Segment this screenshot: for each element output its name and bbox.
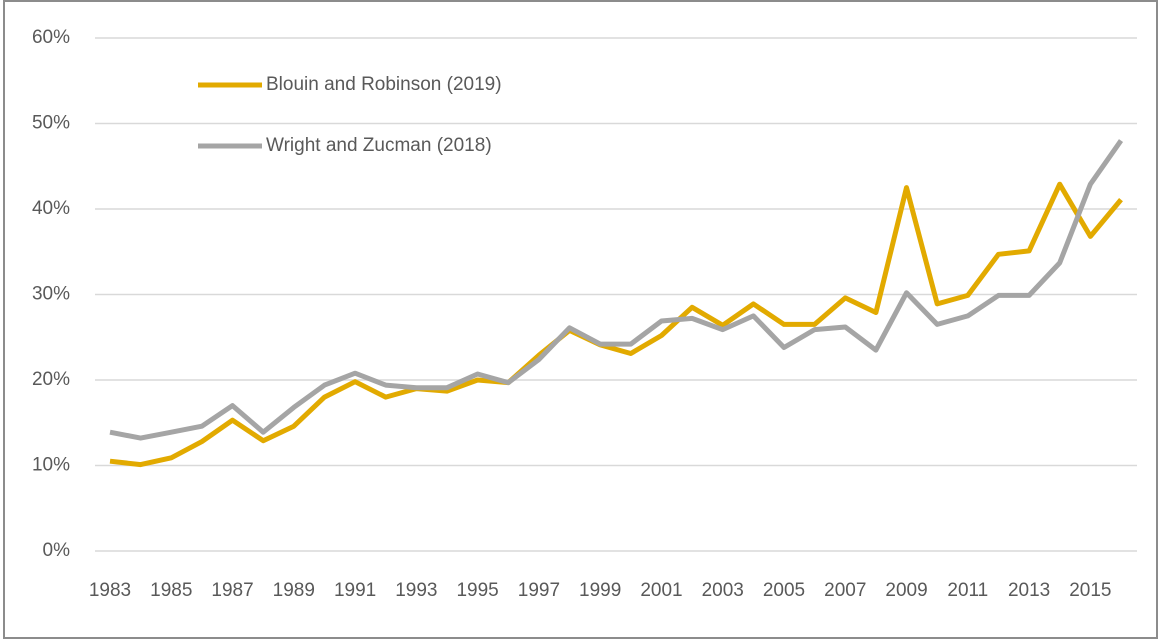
data-line [109,181,1123,468]
x-tick-label: 2005 [763,580,805,601]
x-tick-label: 2009 [885,580,927,601]
legend-label: Blouin and Robinson (2019) [266,74,502,95]
y-tick-label: 60% [32,27,70,48]
legend-label: Wright and Zucman (2018) [266,135,492,156]
x-tick-label: 1993 [395,580,437,601]
y-tick-label: 30% [32,284,70,305]
x-tick-label: 1987 [211,580,253,601]
x-tick-label: 1999 [579,580,621,601]
y-tick-label: 50% [32,113,70,134]
x-tick-label: 1997 [518,580,560,601]
x-tick-label: 1983 [89,580,131,601]
y-tick-label: 40% [32,198,70,219]
x-tick-label: 2015 [1069,580,1111,601]
data-line [109,139,1124,441]
x-tick-label: 1991 [334,580,376,601]
x-tick-label: 1989 [273,580,315,601]
x-tick-label: 2013 [1008,580,1050,601]
y-tick-label: 0% [43,540,71,561]
y-tick-label: 20% [32,369,70,390]
x-tick-label: 2003 [702,580,744,601]
y-tick-label: 10% [32,455,70,476]
chart-frame [3,0,1158,639]
x-tick-label: 2011 [947,580,988,601]
x-tick-label: 1995 [456,580,498,601]
x-tick-label: 1985 [150,580,192,601]
x-tick-label: 2001 [640,580,682,601]
x-tick-label: 2007 [824,580,866,601]
